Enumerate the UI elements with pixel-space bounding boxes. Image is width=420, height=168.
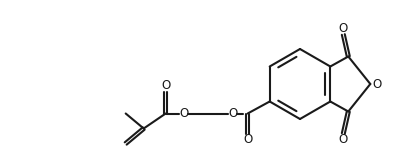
Text: O: O xyxy=(228,107,237,120)
Text: O: O xyxy=(339,22,348,35)
Text: O: O xyxy=(243,133,252,146)
Text: O: O xyxy=(161,79,171,92)
Text: O: O xyxy=(179,107,188,120)
Text: O: O xyxy=(372,77,381,91)
Text: O: O xyxy=(339,133,348,146)
